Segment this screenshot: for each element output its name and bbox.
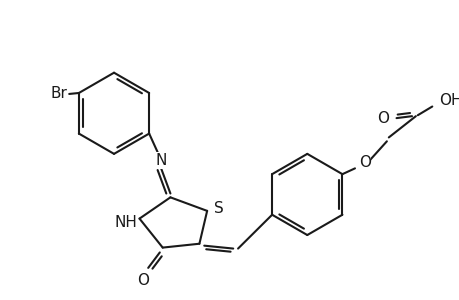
Text: S: S bbox=[213, 201, 223, 216]
Text: NH: NH bbox=[114, 215, 137, 230]
Text: O: O bbox=[376, 111, 388, 126]
Text: O: O bbox=[137, 273, 149, 288]
Text: N: N bbox=[155, 153, 166, 168]
Text: Br: Br bbox=[50, 86, 67, 101]
Text: OH: OH bbox=[438, 93, 459, 108]
Text: O: O bbox=[358, 155, 370, 170]
